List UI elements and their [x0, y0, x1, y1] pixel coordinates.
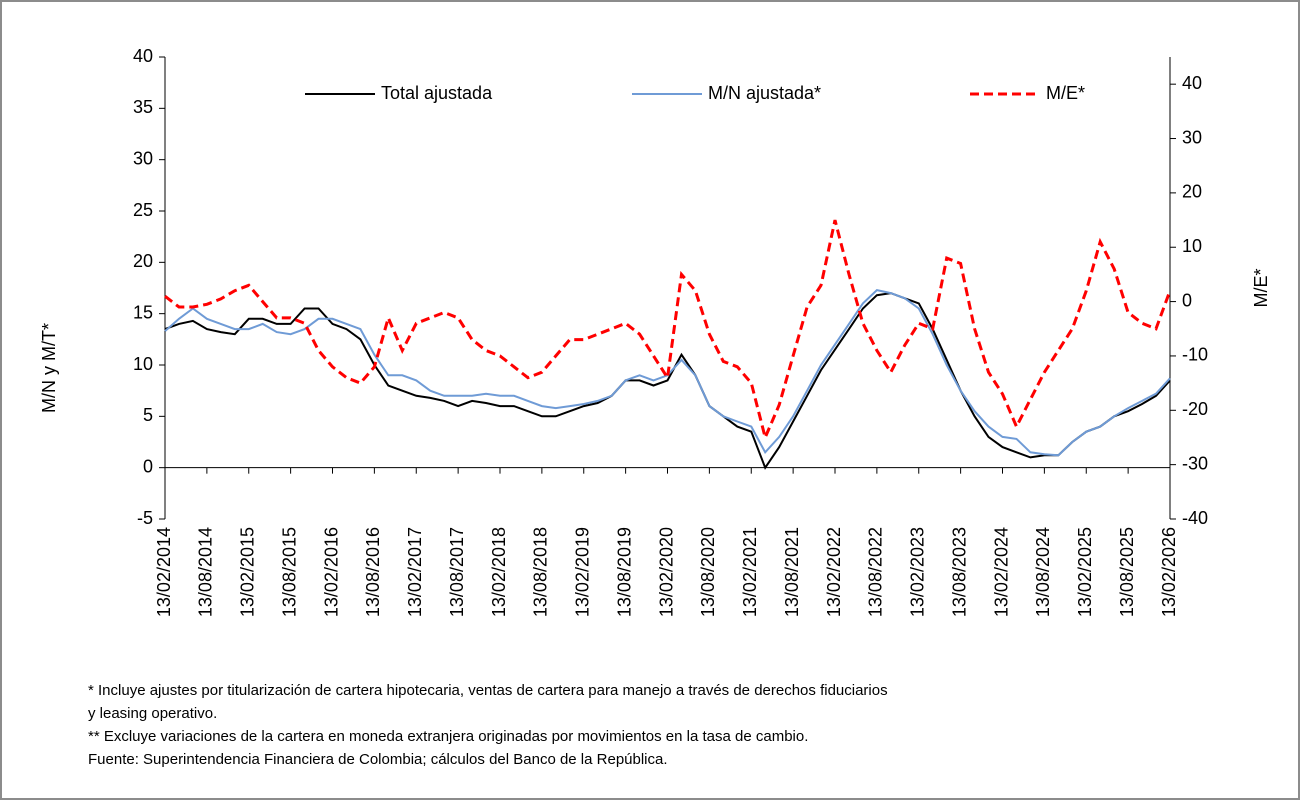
- x-tick-label: 13/08/2024: [1033, 527, 1053, 617]
- y-tick-label: 35: [133, 97, 153, 117]
- x-tick-label: 13/02/2016: [321, 527, 341, 617]
- footnote: Fuente: Superintendencia Financiera de C…: [88, 751, 668, 768]
- y2-tick-label: 20: [1182, 182, 1202, 202]
- x-tick-label: 13/02/2017: [405, 527, 425, 617]
- x-tick-label: 13/02/2026: [1159, 527, 1179, 617]
- y-tick-label: 10: [133, 354, 153, 374]
- footnote: y leasing operativo.: [88, 705, 217, 722]
- x-tick-label: 13/08/2017: [447, 527, 467, 617]
- y-tick-label: -5: [137, 508, 153, 528]
- series-line: [164, 292, 1171, 470]
- y-tick-label: 0: [143, 456, 153, 476]
- y2-tick-label: -10: [1182, 345, 1208, 365]
- x-tick-label: 13/08/2016: [363, 527, 383, 617]
- x-tick-label: 13/08/2020: [698, 527, 718, 617]
- x-tick-label: 13/08/2023: [949, 527, 969, 617]
- x-tick-label: 13/02/2015: [238, 527, 258, 617]
- legend-label: M/N ajustada*: [708, 83, 821, 103]
- y2-tick-label: -40: [1182, 508, 1208, 528]
- y-tick-label: 15: [133, 302, 153, 322]
- x-tick-label: 13/08/2019: [614, 527, 634, 617]
- x-tick-label: 13/08/2022: [866, 527, 886, 617]
- x-tick-label: 13/08/2021: [782, 527, 802, 617]
- x-tick-label: 13/02/2018: [489, 527, 509, 617]
- footnote: * Incluye ajustes por titularización de …: [88, 682, 888, 699]
- x-tick-label: 13/02/2023: [908, 527, 928, 617]
- y-tick-label: 20: [133, 251, 153, 271]
- x-tick-label: 13/02/2025: [1075, 527, 1095, 617]
- y2-tick-label: 10: [1182, 236, 1202, 256]
- y-tick-label: 40: [133, 46, 153, 66]
- x-tick-label: 13/02/2020: [656, 527, 676, 617]
- y2-axis-title: M/E*: [1251, 268, 1271, 307]
- footnote: ** Excluye variaciones de la cartera en …: [88, 728, 808, 745]
- y2-tick-label: 30: [1182, 127, 1202, 147]
- x-tick-label: 13/08/2015: [279, 527, 299, 617]
- x-tick-label: 13/02/2014: [154, 527, 174, 617]
- legend-label: Total ajustada: [381, 83, 493, 103]
- legend-label: M/E*: [1046, 83, 1085, 103]
- y2-tick-label: -20: [1182, 399, 1208, 419]
- y2-tick-label: 40: [1182, 73, 1202, 93]
- x-tick-label: 13/08/2014: [196, 527, 216, 617]
- x-tick-label: 13/08/2025: [1117, 527, 1137, 617]
- y-tick-label: 30: [133, 148, 153, 168]
- x-tick-label: 13/02/2024: [991, 527, 1011, 617]
- y2-tick-label: 0: [1182, 290, 1192, 310]
- x-tick-label: 13/02/2021: [740, 527, 760, 617]
- y-axis-title: M/N y M/T*: [39, 323, 59, 413]
- y-tick-label: 5: [143, 405, 153, 425]
- x-tick-label: 13/02/2022: [824, 527, 844, 617]
- x-tick-label: 13/08/2018: [531, 527, 551, 617]
- y-tick-label: 25: [133, 200, 153, 220]
- y2-tick-label: -30: [1182, 453, 1208, 473]
- series-line: [164, 219, 1172, 443]
- x-tick-label: 13/02/2019: [573, 527, 593, 617]
